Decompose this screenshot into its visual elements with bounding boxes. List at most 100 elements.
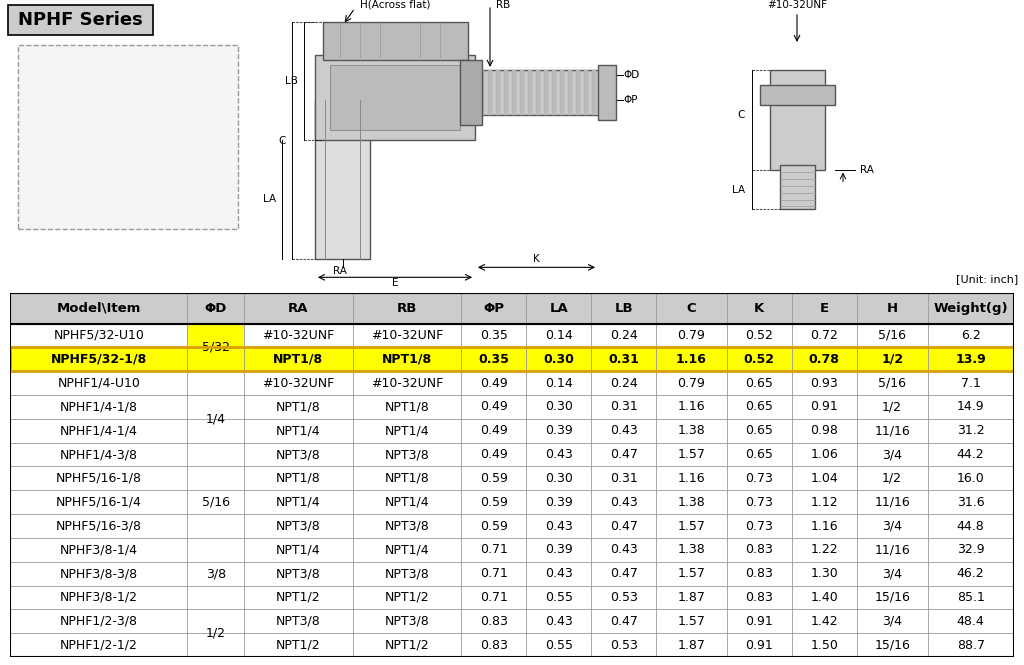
Text: 1.57: 1.57 <box>678 448 706 461</box>
Text: 0.31: 0.31 <box>609 400 638 414</box>
Text: 1.30: 1.30 <box>810 567 839 580</box>
Text: #10-32UNF: #10-32UNF <box>371 329 443 342</box>
Text: NPT1/8: NPT1/8 <box>385 472 429 485</box>
Text: NPT1/4: NPT1/4 <box>276 495 321 509</box>
Bar <box>544 70 548 115</box>
Text: 5/16: 5/16 <box>879 376 906 390</box>
Bar <box>10 324 1014 347</box>
Text: NPT1/4: NPT1/4 <box>385 424 429 438</box>
Text: E: E <box>819 302 828 315</box>
Text: NPT1/4: NPT1/4 <box>276 424 321 438</box>
Bar <box>187 324 244 371</box>
Text: 0.35: 0.35 <box>480 329 508 342</box>
Text: 7.1: 7.1 <box>961 376 981 390</box>
Text: 0.53: 0.53 <box>609 638 638 652</box>
Text: 5/16: 5/16 <box>202 495 229 509</box>
Text: LA: LA <box>263 194 276 205</box>
Text: 14.9: 14.9 <box>956 400 984 414</box>
Text: NPHF1/2-1/2: NPHF1/2-1/2 <box>59 638 137 652</box>
Text: ΦP: ΦP <box>483 302 504 315</box>
Text: 0.49: 0.49 <box>480 400 508 414</box>
Text: LB: LB <box>614 302 633 315</box>
Text: 1/2: 1/2 <box>206 626 225 640</box>
Text: NPHF5/16-1/4: NPHF5/16-1/4 <box>56 495 141 509</box>
Bar <box>10 419 1014 443</box>
Text: NPT3/8: NPT3/8 <box>385 567 429 580</box>
Text: 0.14: 0.14 <box>545 376 572 390</box>
Text: NPT3/8: NPT3/8 <box>385 448 429 461</box>
Text: RA: RA <box>333 266 347 277</box>
Text: 1.38: 1.38 <box>678 543 706 557</box>
Text: 0.31: 0.31 <box>608 353 639 366</box>
Text: 0.79: 0.79 <box>678 376 706 390</box>
Text: NPHF5/16-1/8: NPHF5/16-1/8 <box>55 472 141 485</box>
Text: 3/4: 3/4 <box>882 448 902 461</box>
Text: NPHF3/8-1/2: NPHF3/8-1/2 <box>59 591 138 604</box>
Text: NPT1/8: NPT1/8 <box>382 353 432 366</box>
Text: NPHF Series: NPHF Series <box>17 11 142 29</box>
Text: 0.59: 0.59 <box>480 472 508 485</box>
Text: 1.22: 1.22 <box>810 543 838 557</box>
Text: 0.47: 0.47 <box>609 448 638 461</box>
Text: Model\Item: Model\Item <box>56 302 141 315</box>
Text: 0.78: 0.78 <box>809 353 840 366</box>
Bar <box>323 22 468 60</box>
Text: 0.55: 0.55 <box>545 638 572 652</box>
Text: 0.30: 0.30 <box>545 472 572 485</box>
Text: 85.1: 85.1 <box>956 591 985 604</box>
Text: K: K <box>532 254 540 265</box>
Text: C: C <box>279 136 286 146</box>
Text: 1.12: 1.12 <box>810 495 838 509</box>
Text: #10-32UNF: #10-32UNF <box>262 376 335 390</box>
Bar <box>504 70 508 115</box>
Text: 0.47: 0.47 <box>609 519 638 533</box>
Bar <box>315 55 475 140</box>
Text: 11/16: 11/16 <box>874 424 910 438</box>
Text: 0.93: 0.93 <box>810 376 839 390</box>
Text: 0.79: 0.79 <box>678 329 706 342</box>
Text: RA: RA <box>860 164 873 175</box>
Text: 0.43: 0.43 <box>545 615 572 628</box>
Text: 3/4: 3/4 <box>882 519 902 533</box>
Text: LA: LA <box>732 184 745 195</box>
Text: RA: RA <box>288 302 308 315</box>
Text: NPT3/8: NPT3/8 <box>275 567 321 580</box>
Text: 0.55: 0.55 <box>545 591 572 604</box>
Bar <box>770 70 825 170</box>
Bar <box>592 70 596 115</box>
Text: NPHF3/8-3/8: NPHF3/8-3/8 <box>59 567 138 580</box>
Text: E: E <box>392 278 398 289</box>
Text: 0.71: 0.71 <box>480 543 508 557</box>
Text: 1/4: 1/4 <box>206 412 225 426</box>
Bar <box>488 70 492 115</box>
Bar <box>10 466 1014 490</box>
Text: 0.39: 0.39 <box>545 495 572 509</box>
Text: 0.65: 0.65 <box>745 448 773 461</box>
Bar <box>10 514 1014 538</box>
Text: NPT1/4: NPT1/4 <box>276 543 321 557</box>
Text: 0.98: 0.98 <box>810 424 839 438</box>
Text: 0.49: 0.49 <box>480 376 508 390</box>
Text: H: H <box>887 302 898 315</box>
Text: K: K <box>755 302 765 315</box>
Bar <box>780 165 815 209</box>
Text: ΦP: ΦP <box>623 94 638 105</box>
Bar <box>575 70 580 115</box>
Text: 1/2: 1/2 <box>882 472 902 485</box>
Text: #10-32UNF: #10-32UNF <box>767 0 827 10</box>
Text: 11/16: 11/16 <box>874 543 910 557</box>
Text: NPT1/8: NPT1/8 <box>275 400 321 414</box>
Text: 3/4: 3/4 <box>882 567 902 580</box>
Bar <box>10 395 1014 419</box>
Text: NPT1/4: NPT1/4 <box>385 543 429 557</box>
Text: 44.2: 44.2 <box>956 448 984 461</box>
Text: 0.43: 0.43 <box>609 543 638 557</box>
Text: 0.43: 0.43 <box>545 519 572 533</box>
Text: 31.2: 31.2 <box>956 424 984 438</box>
Text: NPT3/8: NPT3/8 <box>385 519 429 533</box>
Text: 0.83: 0.83 <box>480 638 508 652</box>
Bar <box>10 371 1014 395</box>
Bar <box>10 586 1014 609</box>
Text: 1.04: 1.04 <box>810 472 839 485</box>
Bar <box>520 70 524 115</box>
